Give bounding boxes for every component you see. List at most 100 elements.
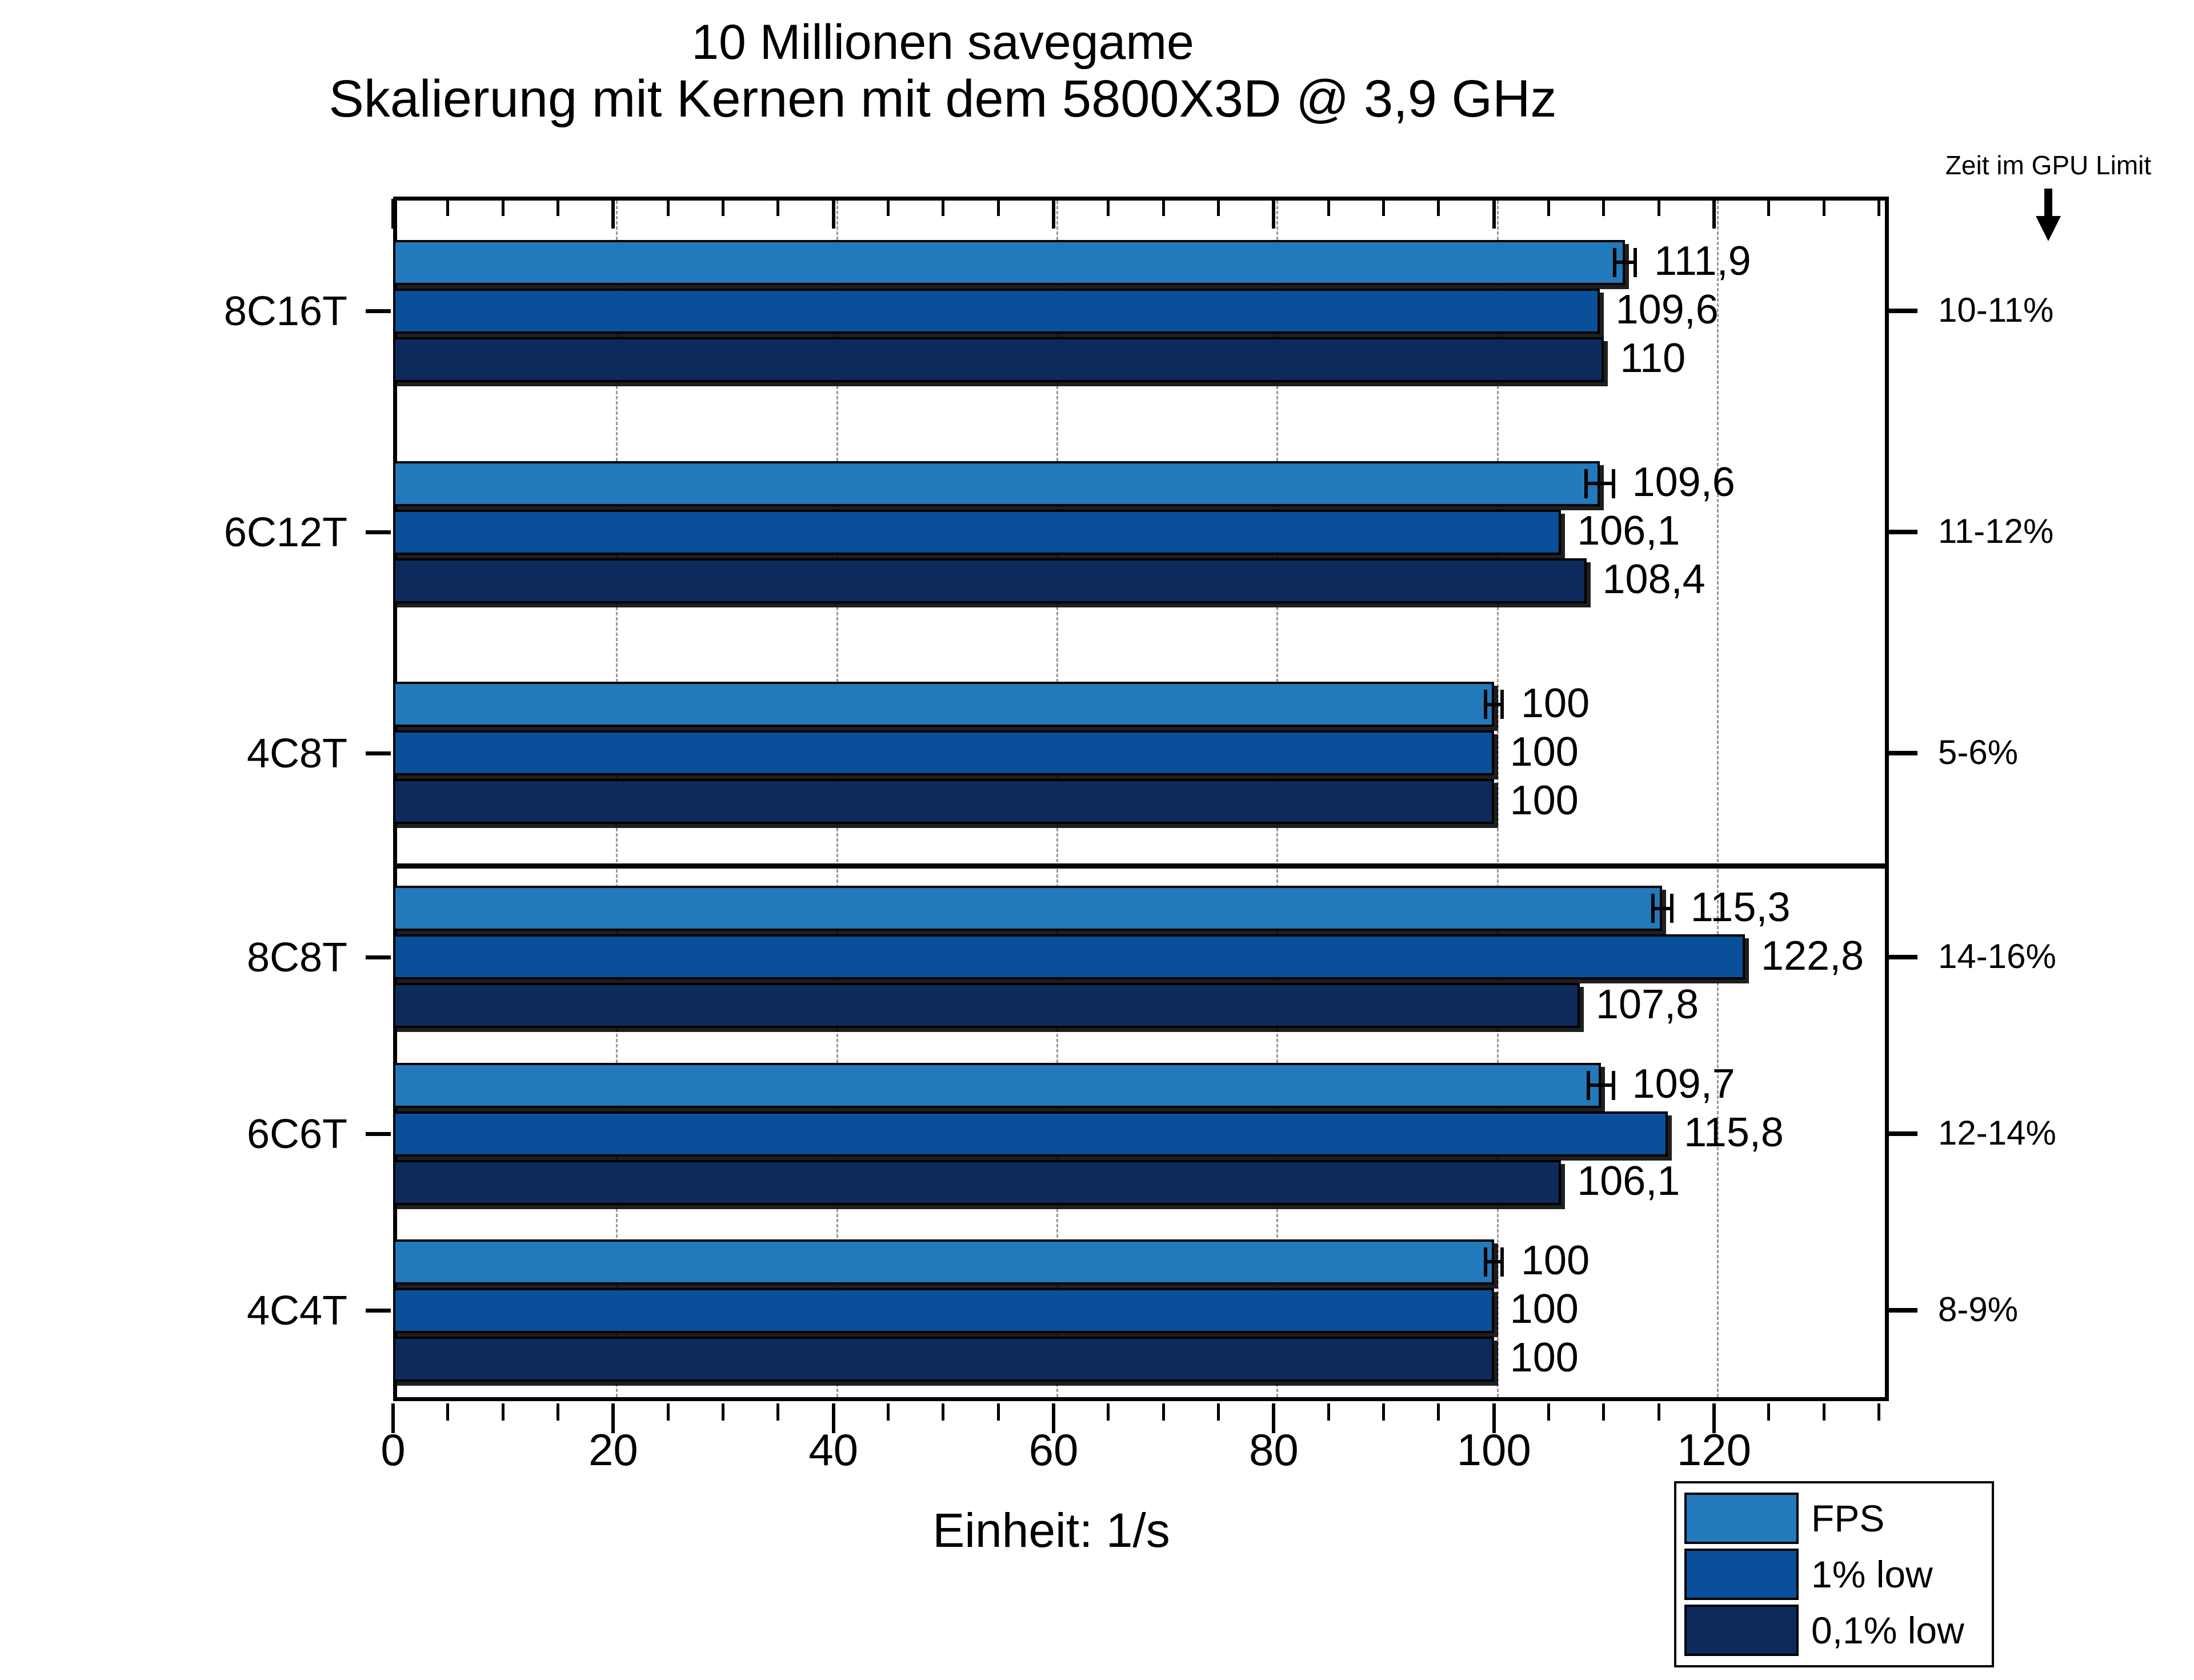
x-axis-tick-label: 40 bbox=[808, 1425, 859, 1475]
bar-value-label: 110 bbox=[1620, 335, 1686, 382]
bar-value-label: 100 bbox=[1521, 1238, 1590, 1284]
x-axis-tick-minor bbox=[556, 1403, 559, 1421]
y-axis-category-6c12t: 6C12T bbox=[223, 510, 347, 555]
bar-8c8t-0-1-low bbox=[393, 983, 1580, 1029]
legend-swatch-1pct-low bbox=[1684, 1549, 1799, 1600]
x-axis-tick-minor bbox=[666, 199, 670, 216]
gridline bbox=[1717, 201, 1719, 1397]
legend-item[interactable]: 1% low bbox=[1684, 1546, 1984, 1602]
x-axis-tick-major bbox=[1492, 199, 1496, 229]
error-bar bbox=[1612, 247, 1638, 277]
x-axis-tick-minor bbox=[776, 1403, 780, 1421]
bar-6c6t-fps bbox=[393, 1062, 1601, 1108]
bar-6c6t-1-low bbox=[393, 1111, 1668, 1157]
chart-title-block: 10 Millionen savegame Skalierung mit Ker… bbox=[0, 15, 1885, 129]
x-axis-tick-minor bbox=[1107, 199, 1110, 216]
x-axis-tick-label: 80 bbox=[1248, 1425, 1299, 1475]
x-axis-tick-minor bbox=[1162, 1403, 1165, 1421]
x-axis-tick-minor bbox=[501, 199, 505, 216]
bar-value-label: 100 bbox=[1510, 729, 1579, 775]
gpu-limit-tick bbox=[1889, 309, 1917, 314]
x-axis-tick-minor bbox=[666, 1403, 670, 1421]
bar-6c12t-fps bbox=[393, 461, 1600, 506]
legend-item[interactable]: 0,1% low bbox=[1684, 1602, 1984, 1658]
x-axis-tick-minor bbox=[776, 199, 780, 216]
x-axis-tick-minor bbox=[996, 1403, 1000, 1421]
bar-value-label: 106,1 bbox=[1577, 1158, 1680, 1204]
x-axis-label: Einheit: 1/s bbox=[932, 1503, 1170, 1557]
x-axis-tick-major bbox=[831, 1403, 835, 1433]
x-axis-tick-label: 100 bbox=[1456, 1425, 1531, 1475]
gpu-limit-tick bbox=[1889, 1308, 1917, 1313]
gpu-limit-tick bbox=[1889, 954, 1917, 959]
x-axis-tick-major bbox=[1052, 199, 1055, 229]
bar-8c8t-fps bbox=[393, 886, 1663, 931]
legend-swatch-fps bbox=[1684, 1493, 1799, 1544]
x-axis-tick-major bbox=[391, 1403, 395, 1433]
bar-6c12t-0-1-low bbox=[393, 558, 1587, 603]
error-bar bbox=[1651, 894, 1673, 923]
x-axis-tick-minor bbox=[1382, 199, 1385, 216]
legend-label-1pct-low: 1% low bbox=[1811, 1553, 1933, 1595]
x-axis-tick-major bbox=[1052, 1403, 1055, 1433]
bar-4c4t-fps bbox=[393, 1239, 1494, 1285]
x-axis-tick-major bbox=[611, 199, 615, 229]
bar-6c12t-1-low bbox=[393, 509, 1562, 555]
x-axis-tick-major bbox=[1492, 1403, 1496, 1433]
bar-value-label: 100 bbox=[1510, 1335, 1579, 1381]
arrow-down-icon bbox=[2036, 189, 2061, 241]
bar-4c8t-0-1-low bbox=[393, 779, 1494, 825]
x-axis-tick-major bbox=[1712, 1403, 1716, 1433]
gpu-limit-value-6c12t: 11-12% bbox=[1938, 512, 2054, 550]
x-axis-tick-minor bbox=[1327, 1403, 1330, 1421]
x-axis-tick-label: 120 bbox=[1676, 1425, 1752, 1475]
x-axis-tick-minor bbox=[1107, 1403, 1110, 1421]
x-axis-tick-minor bbox=[501, 1403, 505, 1421]
gpu-limit-tick bbox=[1889, 530, 1917, 534]
x-axis-tick-minor bbox=[1217, 1403, 1220, 1421]
x-axis-tick-minor bbox=[1162, 199, 1165, 216]
bar-value-label: 100 bbox=[1510, 1286, 1579, 1333]
x-axis-tick-minor bbox=[446, 199, 450, 216]
x-axis-tick-minor bbox=[1767, 199, 1771, 216]
legend-label-01pct-low: 0,1% low bbox=[1811, 1609, 1964, 1651]
x-axis-tick-major bbox=[1272, 1403, 1276, 1433]
bar-8c8t-1-low bbox=[393, 934, 1745, 980]
bar-value-label: 107,8 bbox=[1595, 981, 1699, 1027]
bar-value-label: 109,6 bbox=[1632, 459, 1735, 505]
x-axis-tick-label: 0 bbox=[381, 1425, 406, 1475]
y-axis-tick bbox=[366, 751, 391, 755]
bar-4c4t-1-low bbox=[393, 1287, 1494, 1333]
y-axis-category-4c8t: 4C8T bbox=[246, 730, 347, 777]
y-axis-category-8c16t: 8C16T bbox=[223, 289, 347, 335]
bar-value-label: 122,8 bbox=[1760, 933, 1864, 979]
gpu-limit-value-4c8t: 5-6% bbox=[1938, 733, 2019, 771]
gpu-limit-header: Zeit im GPU Limit bbox=[1945, 150, 2152, 180]
chart-legend: FPS 1% low 0,1% low bbox=[1674, 1481, 1994, 1667]
gpu-limit-tick bbox=[1889, 750, 1917, 755]
x-axis-tick-major bbox=[1272, 199, 1276, 229]
x-axis-tick-label: 60 bbox=[1028, 1425, 1079, 1475]
x-axis-tick-minor bbox=[1657, 199, 1660, 216]
gridline bbox=[1496, 201, 1499, 1397]
x-axis-tick-minor bbox=[942, 199, 945, 216]
legend-label-fps: FPS bbox=[1811, 1497, 1885, 1539]
x-axis-tick-minor bbox=[1327, 199, 1330, 216]
x-axis-tick-minor bbox=[1822, 1403, 1825, 1421]
error-bar bbox=[1586, 1070, 1615, 1100]
legend-item[interactable]: FPS bbox=[1684, 1490, 1984, 1546]
x-axis-tick-minor bbox=[887, 199, 890, 216]
x-axis-tick-minor bbox=[722, 199, 724, 216]
x-axis-tick-minor bbox=[1877, 1403, 1880, 1421]
legend-swatch-01pct-low bbox=[1684, 1605, 1799, 1656]
error-bar bbox=[1584, 469, 1615, 498]
bar-8c16t-1-low bbox=[393, 288, 1600, 334]
bar-4c8t-1-low bbox=[393, 730, 1494, 776]
x-axis-tick-minor bbox=[1877, 199, 1880, 216]
x-axis-tick-minor bbox=[1657, 1403, 1660, 1421]
bar-value-label: 100 bbox=[1510, 777, 1579, 823]
bar-value-label: 100 bbox=[1521, 680, 1590, 726]
gpu-limit-value-8c16t: 10-11% bbox=[1938, 291, 2054, 330]
bar-value-label: 115,3 bbox=[1690, 884, 1791, 930]
y-axis-tick bbox=[366, 955, 391, 959]
